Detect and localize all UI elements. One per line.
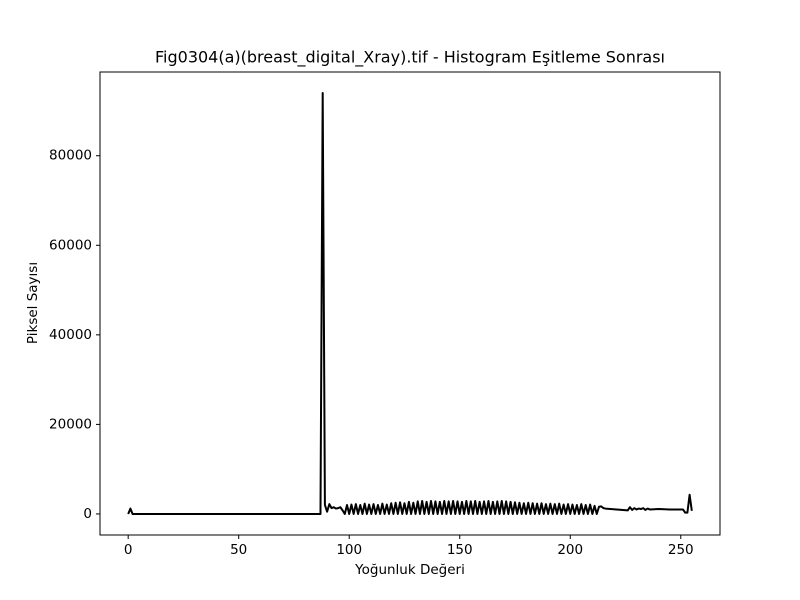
x-tick-label: 50	[230, 542, 247, 558]
x-tick-label: 150	[447, 542, 473, 558]
y-tick-label: 60000	[49, 237, 92, 253]
x-tick-label: 250	[668, 542, 694, 558]
y-tick-label: 80000	[49, 148, 92, 164]
x-tick-label: 0	[124, 542, 133, 558]
chart-title: Fig0304(a)(breast_digital_Xray).tif - Hi…	[155, 48, 665, 68]
x-axis-label: Yoğunluk Değeri	[354, 562, 465, 578]
y-axis-label: Piksel Sayısı	[25, 262, 41, 344]
y-tick-label: 0	[83, 506, 92, 522]
y-tick-label: 40000	[49, 327, 92, 343]
data-line	[127, 92, 693, 515]
x-tick-label: 100	[336, 542, 362, 558]
x-tick-label: 200	[557, 542, 583, 558]
plot-frame	[99, 71, 721, 536]
y-tick-label: 20000	[49, 416, 92, 432]
